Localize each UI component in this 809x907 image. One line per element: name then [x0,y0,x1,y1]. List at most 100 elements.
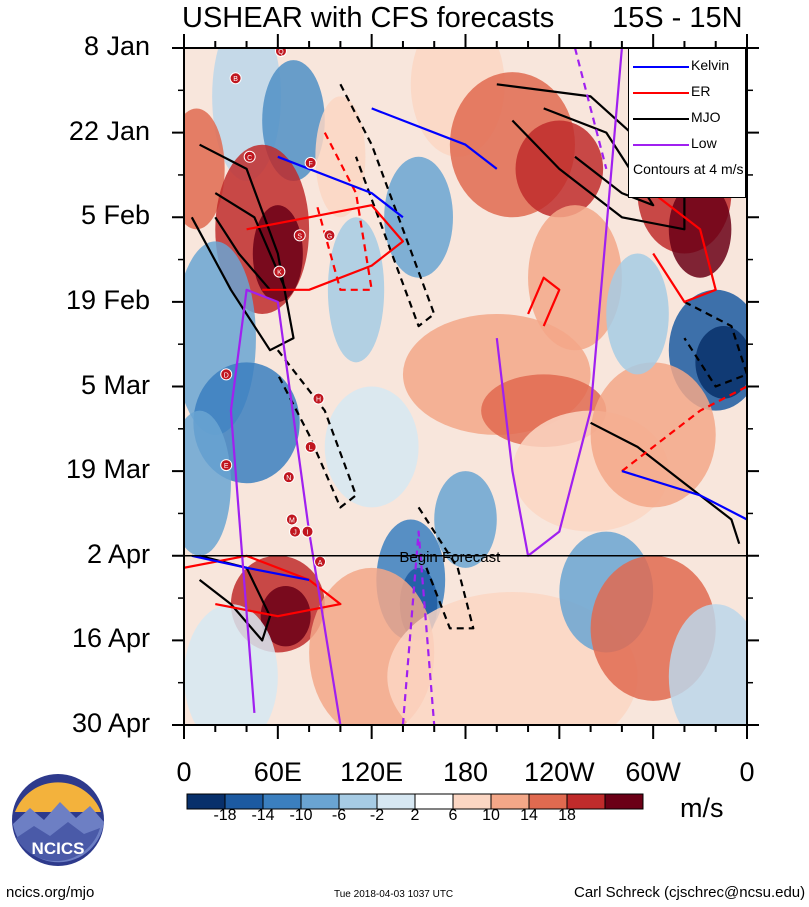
footer-date: Tue 2018-04-03 1037 UTC [334,889,454,900]
storm-marker: L [304,440,317,453]
colorbar-swatch [604,793,644,810]
legend-swatch [633,92,689,94]
storm-marker: N [282,471,295,484]
filtered-contours [184,48,747,725]
legend-entry: Low [633,135,743,153]
colorbar-level-label: -14 [251,807,275,824]
storm-label: L [309,445,313,452]
contour-line [543,107,655,207]
storm-marker: H [312,392,325,405]
colorbar-level-label: 6 [448,807,458,824]
shear-anomaly-field [184,48,747,725]
storm-marker: F [304,156,317,169]
longitude-tick-label: 0 [739,757,755,787]
colorbar-level-label: 18 [558,807,576,824]
contour-line [683,300,747,388]
storm-label: I [307,530,309,537]
date-tick-label: 19 Feb [65,284,150,315]
storm-marker: Q [274,48,287,58]
footer-site[interactable]: ncics.org/mjo [6,884,95,901]
contour-line [277,155,404,219]
storm-label: A [318,560,323,567]
storm-label: C [247,155,252,162]
storm-label: N [286,475,291,482]
anomaly-patch [324,386,419,508]
date-tick-label: 16 Apr [71,623,150,654]
colorbar-level-label: -2 [369,807,385,824]
contour-line [371,107,498,170]
storm-marker: C [243,150,256,163]
storm-label: Q [278,49,284,56]
date-tick-label: 22 Jan [68,115,150,146]
contour-legend: Kelvin ER MJO Low Contours at 4 m/s [628,48,746,198]
axis-ticks [172,34,759,739]
storm-marker: J [289,525,302,538]
legend-swatch [633,144,689,146]
longitude-tick-label: 120W [524,757,595,787]
colorbar-units: m/s [680,793,724,823]
contour-line [417,506,475,630]
anomaly-patch [668,604,747,725]
date-tick-label: 19 Mar [65,454,150,485]
contour-line [527,276,561,327]
contour-line [184,554,342,618]
legend-label: Kelvin [691,57,730,73]
contour-line [190,143,295,352]
anomaly-patch [590,362,716,508]
storm-marker: D [220,368,233,381]
anomaly-patch [260,585,311,647]
anomaly-patch [434,471,497,568]
contour-line [652,192,717,303]
longitude-tick-label: 0 [176,757,192,787]
anomaly-patch [184,604,278,725]
contour-line [621,385,747,472]
storm-label: B [233,76,238,83]
storm-label: G [327,233,332,240]
storm-label: E [224,463,229,470]
storm-label: H [316,397,321,404]
colorbar-level-label: 2 [410,807,420,824]
contour-line [229,288,342,725]
anomaly-patch [606,253,669,375]
anomaly-patch [184,108,225,230]
logo-text: NCICS [32,839,85,858]
legend-entry: MJO [633,109,743,127]
anomaly-patch [384,156,453,278]
storm-marker: M [285,513,298,526]
colorbar-level-label: -18 [213,807,237,824]
date-tick-label: 30 Apr [71,708,150,738]
legend-swatch [633,118,689,120]
colorbar-level-label: 14 [520,807,538,824]
date-tick-label: 2 Apr [86,538,150,569]
longitude-tick-label: 60W [625,757,681,787]
storm-marker: I [301,525,314,538]
longitude-tick-label: 180 [442,757,489,787]
storm-label: M [289,517,295,524]
colorbar [186,793,644,810]
legend-swatch [633,66,689,68]
forecast-label: Begin Forecast [399,549,501,566]
longitude-tick-label: 120E [340,757,404,787]
colorbar-swatch [414,793,454,810]
date-tick-label: 8 Jan [83,31,150,61]
legend-label: ER [691,83,711,99]
legend-label: MJO [691,109,721,125]
storm-marker: B [229,72,242,85]
chart-title: USHEAR with CFS forecasts [182,2,555,34]
storm-marker: K [273,265,286,278]
tropical-cyclone-markers: Q B C F S G K D H L E N MJ I A [220,48,336,568]
date-tick-label: 5 Feb [80,200,150,231]
anomaly-patch [695,326,747,399]
latitude-band-label: 15S - 15N [612,2,743,34]
longitude-tick-label: 60E [253,757,302,787]
colorbar-level-label: -10 [289,807,313,824]
contour-line [191,554,310,581]
colorbar-level-label: 10 [482,807,500,824]
storm-label: F [309,161,313,168]
footer-author: Carl Schreck (cjschrec@ncsu.edu) [574,884,806,901]
legend-entry: Kelvin [633,57,743,75]
contour-line [246,204,404,291]
storm-label: J [293,530,297,537]
storm-label: K [277,270,282,277]
legend-label: Low [691,135,717,151]
